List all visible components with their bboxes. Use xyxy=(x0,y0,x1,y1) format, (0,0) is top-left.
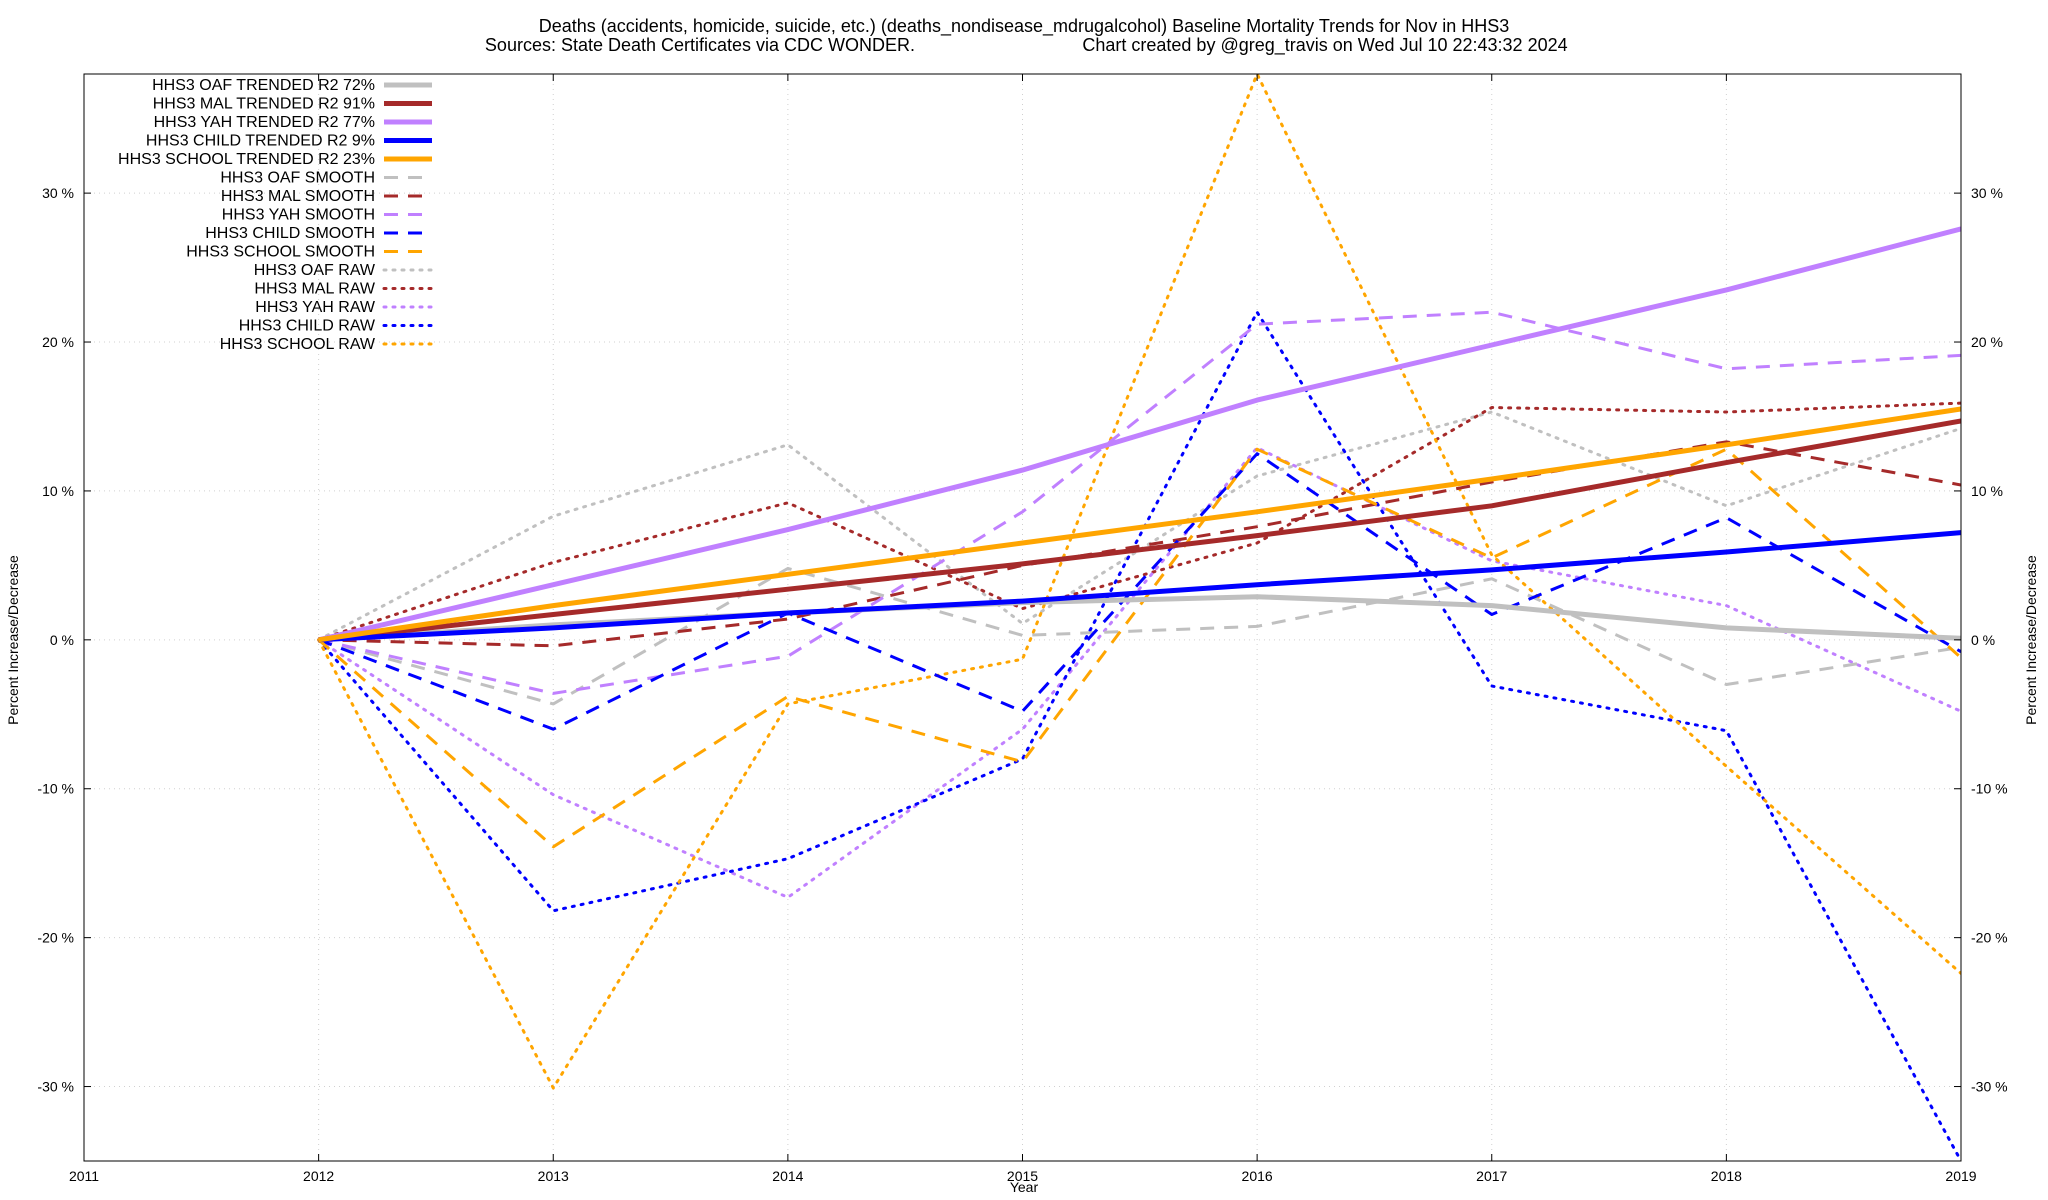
x-tick-label: 2014 xyxy=(772,1168,803,1184)
series-line-11 xyxy=(317,401,1961,642)
chart-title: Deaths (accidents, homicide, suicide, et… xyxy=(539,16,1509,37)
series-line-9 xyxy=(317,447,1961,849)
legend-label-13: HHS3 CHILD RAW xyxy=(239,318,376,335)
series-line-13 xyxy=(317,310,1961,1161)
y-tick-label-right: 10 % xyxy=(1971,483,2003,499)
series-line-7 xyxy=(318,310,1961,695)
y-tick-label-left: -20 % xyxy=(37,930,74,946)
y-tick-label-right: 30 % xyxy=(1971,185,2003,201)
y-tick-label-left: 20 % xyxy=(42,334,74,350)
legend-label-9: HHS3 SCHOOL SMOOTH xyxy=(186,244,375,261)
y-tick-label-right: -30 % xyxy=(1971,1079,2008,1095)
legend-label-6: HHS3 MAL SMOOTH xyxy=(221,188,375,205)
legend-label-11: HHS3 MAL RAW xyxy=(254,281,376,298)
y-tick-label-left: 30 % xyxy=(42,185,74,201)
y-axis-label-right: Percent Increase/Decrease xyxy=(2023,555,2039,725)
legend-label-10: HHS3 OAF RAW xyxy=(254,262,376,279)
y-tick-label-right: -20 % xyxy=(1971,930,2008,946)
legend-label-0: HHS3 OAF TRENDED R2 72% xyxy=(152,77,375,94)
y-tick-label-right: -10 % xyxy=(1971,781,2008,797)
y-tick-label-left: 0 % xyxy=(50,632,74,648)
legend-label-4: HHS3 SCHOOL TRENDED R2 23% xyxy=(118,151,375,168)
y-tick-label-right: 0 % xyxy=(1971,632,1995,648)
chart-sources: Sources: State Death Certificates via CD… xyxy=(485,35,915,55)
series-layer xyxy=(317,74,1961,1161)
series-line-12 xyxy=(317,446,1961,899)
x-tick-label: 2011 xyxy=(69,1168,99,1184)
legend-label-5: HHS3 OAF SMOOTH xyxy=(220,170,375,187)
legend-label-2: HHS3 YAH TRENDED R2 77% xyxy=(154,114,375,131)
y-tick-label-left: -30 % xyxy=(37,1079,74,1095)
legend-label-1: HHS3 MAL TRENDED R2 91% xyxy=(153,96,375,113)
y-tick-label-right: 20 % xyxy=(1971,334,2003,350)
series-line-1 xyxy=(318,418,1961,643)
x-tick-label: 2012 xyxy=(303,1168,334,1184)
series-line-2 xyxy=(318,226,1961,643)
x-tick-label: 2015 xyxy=(1007,1168,1038,1184)
series-line-6 xyxy=(318,440,1961,648)
legend: HHS3 OAF TRENDED R2 72% HHS3 MAL TRENDED … xyxy=(118,77,434,353)
x-axis-label: Year xyxy=(1010,1179,1039,1195)
series-line-3 xyxy=(318,530,1961,643)
ticks: 2011 2012 2013 2014 2015 2016 2017 2018 2019 30 %… xyxy=(37,74,2008,1184)
chart-credit: Chart created by @greg_travis on Wed Jul… xyxy=(1082,35,1567,56)
x-tick-label: 2019 xyxy=(1945,1168,1976,1184)
legend-label-8: HHS3 CHILD SMOOTH xyxy=(205,225,375,242)
legend-label-12: HHS3 YAH RAW xyxy=(255,299,376,316)
x-tick-label: 2018 xyxy=(1711,1168,1742,1184)
series-line-5 xyxy=(318,566,1961,706)
legend-label-14: HHS3 SCHOOL RAW xyxy=(220,336,376,353)
x-tick-label: 2017 xyxy=(1476,1168,1507,1184)
y-tick-label-left: -10 % xyxy=(37,781,74,797)
y-tick-label-left: 10 % xyxy=(42,483,74,499)
series-line-4 xyxy=(318,406,1961,643)
x-tick-label: 2016 xyxy=(1242,1168,1273,1184)
x-tick-label: 2013 xyxy=(538,1168,569,1184)
legend-label-7: HHS3 YAH SMOOTH xyxy=(222,207,375,224)
y-axis-label-left: Percent Increase/Decrease xyxy=(5,555,21,725)
legend-label-3: HHS3 CHILD TRENDED R2 9% xyxy=(146,133,375,150)
series-line-8 xyxy=(318,452,1961,731)
